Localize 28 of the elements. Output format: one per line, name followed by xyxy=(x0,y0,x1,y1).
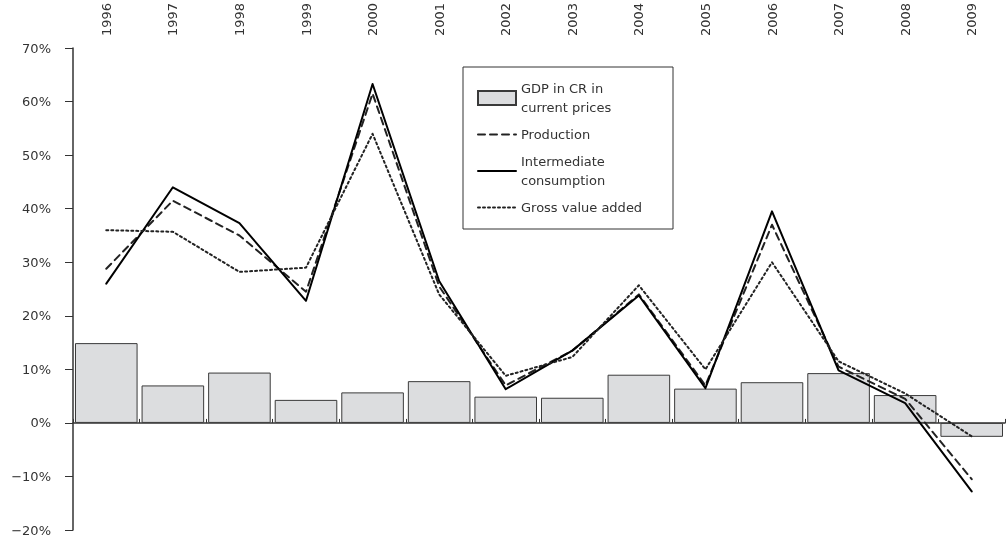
x-tick-label: 2005 xyxy=(697,2,713,37)
x-tick-label: 2002 xyxy=(498,2,514,37)
x-tick-label: 2009 xyxy=(964,2,980,37)
x-tick-label: 2006 xyxy=(764,2,780,37)
x-tick-label: 1997 xyxy=(165,2,181,37)
y-tick-label: 30% xyxy=(22,254,51,270)
y-tick-label: 40% xyxy=(22,201,51,217)
x-tick-label: 2007 xyxy=(831,2,847,37)
x-tick-label: 2004 xyxy=(631,2,647,37)
legend-label: GDP in CR in current prices xyxy=(521,81,612,115)
y-tick-label: 10% xyxy=(22,361,51,377)
y-tick-label: 0% xyxy=(30,415,51,431)
y-tick-label: −20% xyxy=(11,522,51,537)
legend-label: Production xyxy=(521,127,591,142)
x-tick-label: 1996 xyxy=(98,2,114,37)
legend-label: Gross value added xyxy=(521,200,643,215)
y-tick-label: 20% xyxy=(22,308,51,324)
y-tick-label: −10% xyxy=(11,468,51,484)
x-tick-label: 2008 xyxy=(897,2,913,37)
x-tick-label: 1998 xyxy=(231,2,247,37)
y-tick-label: 60% xyxy=(22,94,51,110)
x-tick-label: 1999 xyxy=(298,2,314,37)
legend-label: Intermediate consumption xyxy=(521,154,610,188)
y-tick-label: 50% xyxy=(22,147,51,163)
x-tick-label: 2000 xyxy=(365,2,381,37)
x-tick-label: 2003 xyxy=(564,2,580,37)
x-tick-label: 2001 xyxy=(431,2,447,37)
y-tick-label: 70% xyxy=(22,40,51,56)
